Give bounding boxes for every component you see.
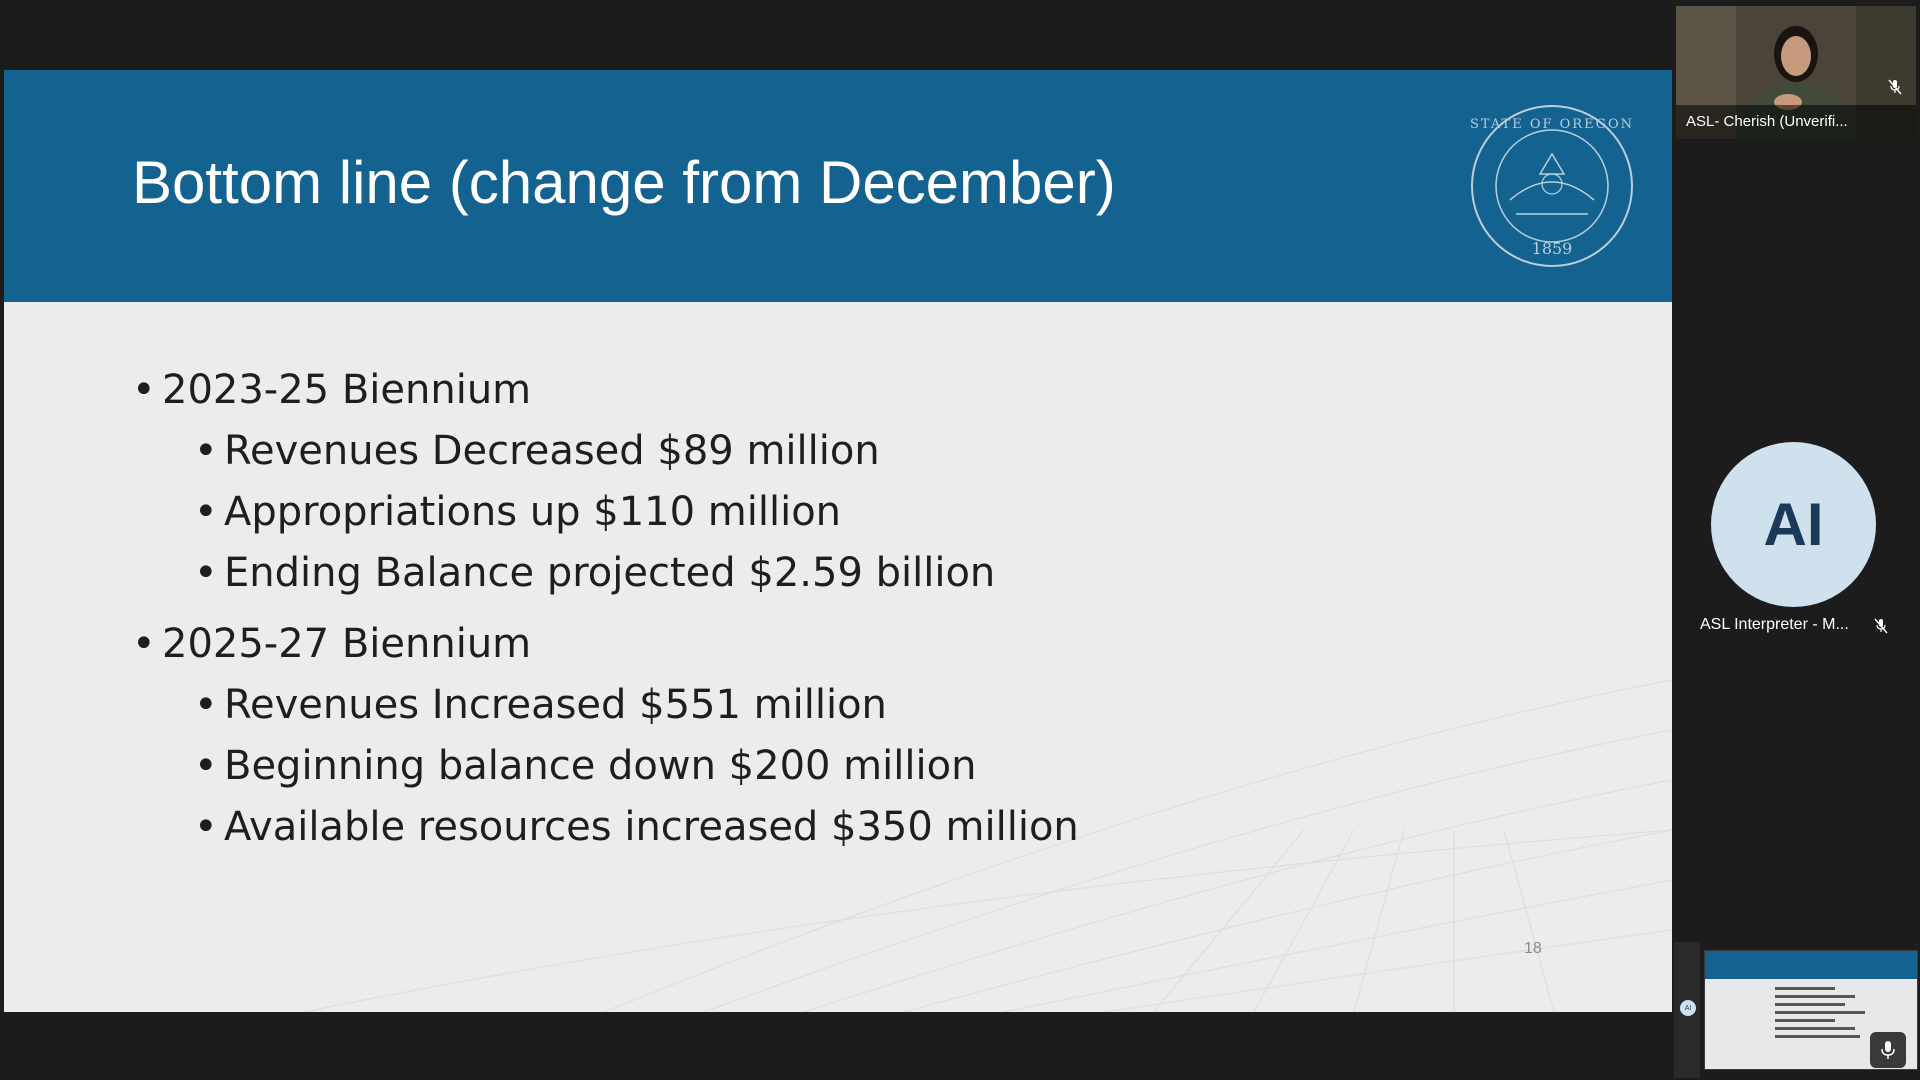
seal-text: STATE OF OREGON [1470,117,1634,132]
mini-slide-header [1705,951,1917,979]
mic-muted-icon [1874,618,1888,634]
bullet-item: Appropriations up $110 million [132,482,1079,543]
bullet-list: 2023-25 Biennium Revenues Decreased $89 … [132,360,1079,858]
participant-name: ASL Interpreter - M... [1700,616,1849,633]
microphone-button[interactable] [1870,1032,1906,1068]
slide-title: Bottom line (change from December) [132,149,1116,216]
mic-muted-icon [1888,79,1902,95]
mini-slide-lines [1775,987,1865,1043]
bullet-heading: 2025-27 Biennium [132,614,1079,675]
bullet-item: Beginning balance down $200 million [132,736,1079,797]
bullet-item: Available resources increased $350 milli… [132,797,1079,858]
mini-avatar: AI [1680,1000,1696,1016]
participant-video-tile[interactable]: ASL- Cherish (Unverifi... [1676,6,1916,139]
microphone-icon [1881,1041,1895,1059]
bullet-item: Revenues Increased $551 million [132,675,1079,736]
bullet-item: Revenues Decreased $89 million [132,421,1079,482]
bullet-heading: 2023-25 Biennium [132,360,1079,421]
shared-slide: Bottom line (change from December) 1859 … [4,70,1672,1012]
oregon-state-seal: 1859 STATE OF OREGON [1470,105,1634,267]
bullet-item: Ending Balance projected $2.59 billion [132,543,1079,604]
slide-page-number: 18 [1524,940,1542,957]
slide-header [4,70,1672,302]
tile-label-bar [1676,105,1916,139]
participant-avatar[interactable]: AI [1711,442,1876,607]
participant-name: ASL- Cherish (Unverifi... [1686,113,1848,130]
seal-year: 1859 [1532,239,1573,258]
